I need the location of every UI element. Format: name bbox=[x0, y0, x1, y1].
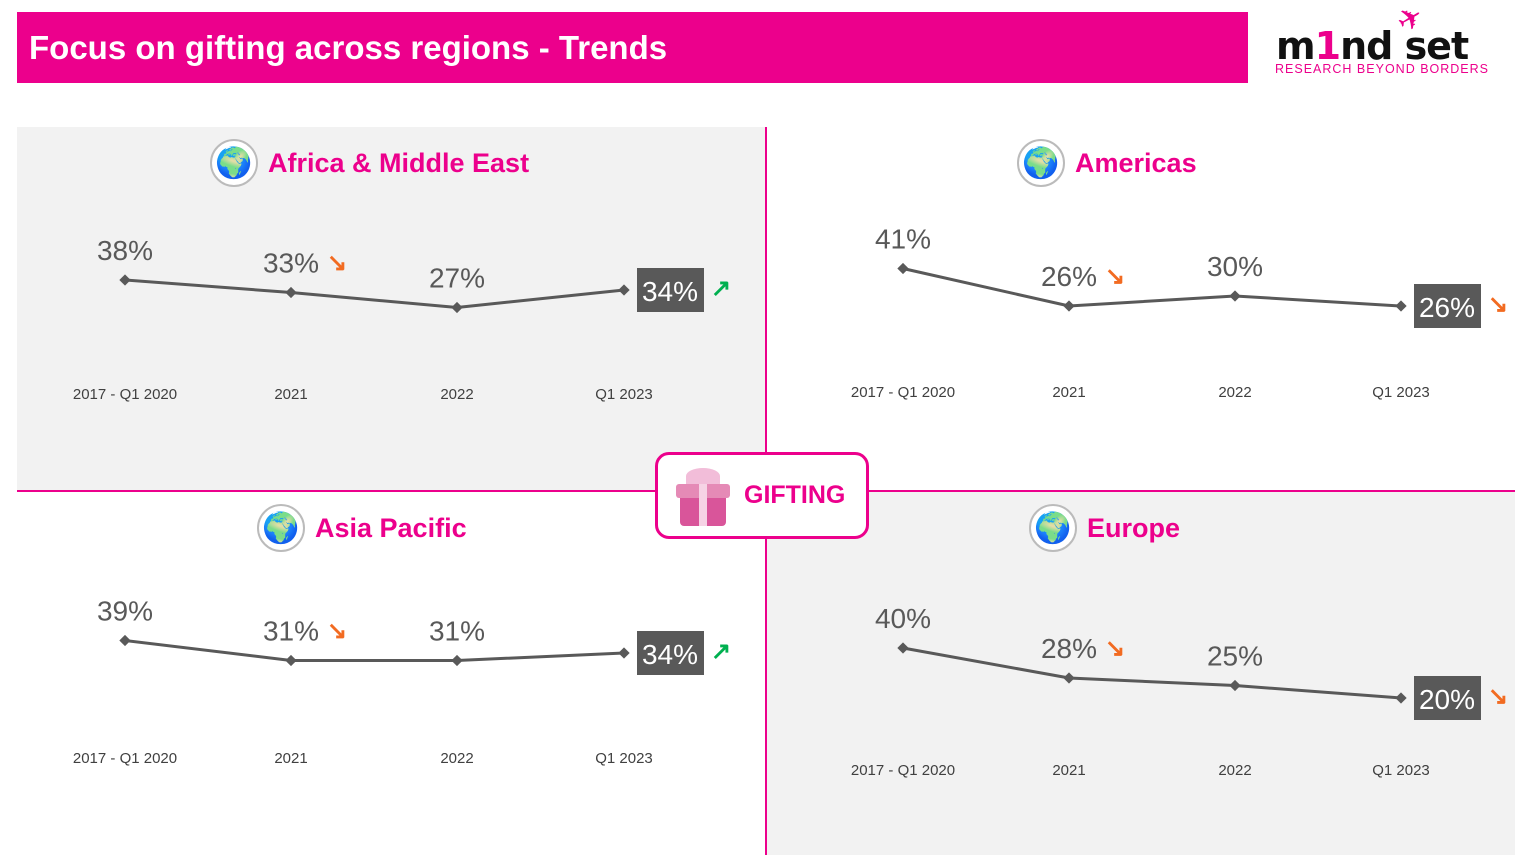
globe-americas-icon: 🌍 bbox=[1017, 139, 1065, 187]
x-tick-label: 2017 - Q1 2020 bbox=[851, 762, 955, 779]
data-label: 33% bbox=[263, 248, 319, 279]
highlight-box bbox=[637, 631, 704, 675]
series-line bbox=[902, 646, 1402, 700]
region-name: Africa & Middle East bbox=[268, 147, 530, 178]
series-line bbox=[124, 639, 625, 662]
trend-down-arrow-icon: ↘ bbox=[1105, 263, 1125, 290]
x-tick-label: 2022 bbox=[1218, 762, 1251, 779]
logo-wordmark: m1nd set bbox=[1276, 24, 1469, 68]
data-label: 34% bbox=[642, 276, 698, 307]
data-point bbox=[618, 647, 630, 659]
data-point bbox=[285, 654, 297, 667]
data-label: 28% bbox=[1041, 633, 1097, 664]
x-tick-label: Q1 2023 bbox=[1372, 384, 1430, 401]
data-label: 41% bbox=[875, 224, 931, 255]
data-label: 27% bbox=[429, 263, 485, 294]
line-chart: 38% 2017 - Q1 2020 33% ↘ 2021 27% 2022 34% ↗ Q1 2… bbox=[73, 235, 731, 403]
panel-title: 🌍 Africa & Middle East bbox=[210, 139, 529, 187]
region-name: Europe bbox=[1087, 512, 1181, 543]
trend-up-arrow-icon: ↗ bbox=[711, 275, 731, 302]
data-label: 20% bbox=[1419, 684, 1475, 715]
region-name: Asia Pacific bbox=[315, 512, 467, 543]
data-label: 25% bbox=[1207, 641, 1263, 672]
x-tick-label: 2017 - Q1 2020 bbox=[73, 750, 177, 767]
highlight-box bbox=[1414, 284, 1481, 328]
highlight-box bbox=[637, 268, 704, 312]
data-point bbox=[1395, 692, 1407, 704]
x-tick-label: 2021 bbox=[1052, 762, 1085, 779]
x-tick-label: 2017 - Q1 2020 bbox=[73, 386, 177, 403]
region-name: Americas bbox=[1075, 147, 1197, 178]
data-point bbox=[1229, 290, 1241, 302]
panel-europe: 🌍 Europe 40% 2017 - Q1 2020 28% ↘ 2021 25% 2022 2… bbox=[767, 492, 1515, 855]
data-point bbox=[119, 274, 131, 286]
x-tick-label: Q1 2023 bbox=[1372, 762, 1430, 779]
data-point bbox=[1063, 300, 1075, 312]
x-tick-label: 2021 bbox=[274, 386, 307, 403]
x-tick-label: 2021 bbox=[1052, 384, 1085, 401]
x-tick-label: Q1 2023 bbox=[595, 750, 653, 767]
data-point bbox=[451, 654, 463, 667]
data-point bbox=[897, 642, 909, 654]
x-tick-label: 2021 bbox=[274, 750, 307, 767]
highlight-box bbox=[1414, 676, 1481, 720]
globe-africa-icon: 🌍 bbox=[210, 139, 258, 187]
data-point bbox=[119, 634, 131, 647]
data-point bbox=[285, 286, 297, 299]
trend-down-arrow-icon: ↘ bbox=[1105, 635, 1125, 662]
x-tick-label: 2022 bbox=[440, 386, 473, 403]
mindset-logo: m1nd set ✈ RESEARCH BEYOND BORDERS bbox=[1272, 0, 1502, 78]
line-chart: 41% 2017 - Q1 2020 26% ↘ 2021 30% 2022 26% ↘ Q1 2… bbox=[851, 224, 1508, 402]
globe-europe-icon: 🌍 bbox=[1029, 504, 1077, 552]
trend-down-arrow-icon: ↘ bbox=[327, 250, 347, 277]
panel-asia-pacific: 🌍 Asia Pacific 39% 2017 - Q1 2020 31% ↘ 2021 31… bbox=[17, 492, 765, 855]
trend-down-arrow-icon: ↘ bbox=[327, 618, 347, 645]
series-line bbox=[124, 278, 625, 310]
data-label: 39% bbox=[97, 596, 153, 627]
data-label: 30% bbox=[1207, 251, 1263, 282]
x-tick-label: Q1 2023 bbox=[595, 386, 653, 403]
data-label: 31% bbox=[429, 616, 485, 647]
gift-icon bbox=[676, 466, 730, 526]
data-point bbox=[897, 262, 909, 275]
panel-title: 🌍 Americas bbox=[1017, 139, 1197, 187]
line-chart: 40% 2017 - Q1 2020 28% ↘ 2021 25% 2022 20% ↘ Q1 2… bbox=[851, 603, 1508, 779]
data-point bbox=[1063, 672, 1075, 684]
data-label: 31% bbox=[263, 616, 319, 647]
panel-africa-middle-east: 🌍 Africa & Middle East 38% 2017 - Q1 2020 33… bbox=[17, 127, 765, 490]
data-point bbox=[451, 301, 463, 314]
panel-americas: 🌍 Americas 41% 2017 - Q1 2020 26% ↘ 2021 30% 202… bbox=[767, 127, 1515, 490]
x-tick-label: 2022 bbox=[440, 750, 473, 767]
panel-title: 🌍 Asia Pacific bbox=[257, 504, 467, 552]
title-banner: Focus on gifting across regions - Trends bbox=[17, 12, 1248, 83]
x-tick-label: 2017 - Q1 2020 bbox=[851, 384, 955, 401]
data-label: 34% bbox=[642, 639, 698, 670]
gifting-badge: GIFTING bbox=[655, 452, 869, 539]
trend-up-arrow-icon: ↗ bbox=[711, 638, 731, 665]
data-point bbox=[618, 284, 630, 296]
data-label: 38% bbox=[97, 235, 153, 266]
data-point bbox=[1395, 300, 1407, 312]
line-chart: 39% 2017 - Q1 2020 31% ↘ 2021 31% 2022 34% ↗ Q1 2… bbox=[73, 596, 731, 768]
trend-down-arrow-icon: ↘ bbox=[1488, 291, 1508, 318]
series-line bbox=[902, 267, 1402, 308]
data-point bbox=[1229, 679, 1241, 692]
gifting-label: GIFTING bbox=[744, 481, 846, 509]
x-tick-label: 2022 bbox=[1218, 384, 1251, 401]
trend-down-arrow-icon: ↘ bbox=[1488, 683, 1508, 710]
panel-title: 🌍 Europe bbox=[1029, 504, 1180, 552]
page-title: Focus on gifting across regions - Trends bbox=[29, 29, 668, 66]
logo-tagline: RESEARCH BEYOND BORDERS bbox=[1275, 62, 1490, 76]
data-label: 26% bbox=[1419, 292, 1475, 323]
data-label: 40% bbox=[875, 603, 931, 634]
globe-asia-icon: 🌍 bbox=[257, 504, 305, 552]
data-label: 26% bbox=[1041, 261, 1097, 292]
